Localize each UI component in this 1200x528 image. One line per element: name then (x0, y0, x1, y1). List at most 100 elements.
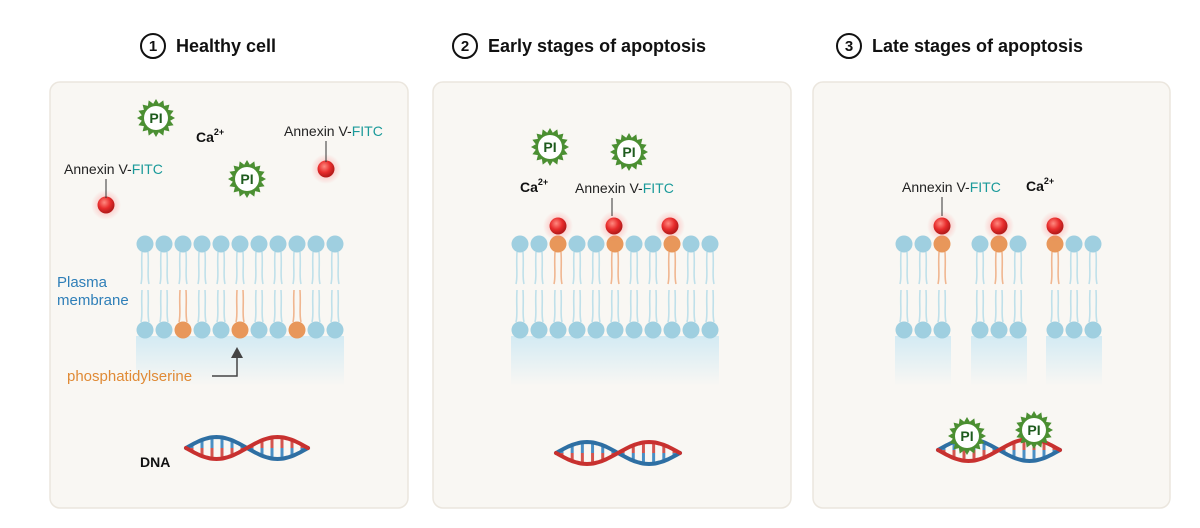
lipid-head (1084, 321, 1102, 339)
lipid-tail (273, 251, 276, 285)
panel-healthy (49, 81, 409, 509)
lipid-tail (197, 251, 200, 285)
cytoplasm-shade (511, 336, 719, 386)
pi-badge: PI (228, 160, 266, 198)
annexin-label: Annexin V-FITC (284, 123, 383, 139)
step-number: 1 (140, 33, 166, 59)
lipid-tail (261, 251, 264, 285)
annexin-bead (97, 196, 115, 214)
lipid-head (530, 321, 548, 339)
lipid-tail (906, 289, 909, 323)
lipid-tail (178, 251, 181, 285)
phosphatidylserine-head (231, 321, 249, 339)
lipid-tail (1013, 289, 1016, 323)
lipid-head (136, 235, 154, 253)
lipid-tail (522, 251, 525, 285)
lipid-head (1084, 235, 1102, 253)
lipid-head (1009, 235, 1027, 253)
lipid-tail (318, 251, 321, 285)
calcium-label: Ca2+ (196, 127, 224, 145)
lipid-head (644, 235, 662, 253)
cytoplasm-shade (136, 336, 344, 386)
lipid-head (701, 321, 719, 339)
lipid-tail (712, 251, 715, 285)
lipid-tail (1050, 289, 1053, 323)
panel-late (812, 81, 1171, 509)
lipid-tail (655, 251, 658, 285)
lipid-tail (705, 251, 708, 285)
lipid-tail (572, 289, 575, 323)
step-number: 2 (452, 33, 478, 59)
annexin-bead (605, 217, 623, 235)
lipid-tail (541, 251, 544, 285)
lipid-head (511, 235, 529, 253)
lipid-tail (235, 251, 238, 285)
lipid-head (307, 235, 325, 253)
lipid-head (1065, 235, 1083, 253)
dna-label: DNA (140, 454, 170, 470)
lipid-tail (1088, 251, 1091, 285)
lipid-tail (667, 251, 670, 285)
lipid-head (136, 321, 154, 339)
lipid-head (155, 235, 173, 253)
annexin-v-fitc (1040, 211, 1070, 241)
dna-helix (554, 439, 682, 467)
lipid-tail (1076, 289, 1079, 323)
lipid-tail (918, 289, 921, 323)
lipid-tail (944, 289, 947, 323)
lipid-head (895, 321, 913, 339)
annexin-label: Annexin V-FITC (64, 161, 163, 177)
annexin-bead (1046, 217, 1064, 235)
arrow-head (231, 347, 243, 358)
phosphatidylserine-label: phosphatidylserine (67, 368, 192, 385)
lipid-head (250, 321, 268, 339)
lipid-tail (1095, 251, 1098, 285)
lipid-tail (693, 289, 696, 323)
annexin-v-fitc (984, 211, 1014, 241)
lipid-tail (1057, 251, 1060, 285)
annexin-v-fitc (543, 211, 573, 241)
pi-badge-inner (235, 167, 259, 191)
lipid-tail (242, 289, 245, 323)
lipid-head (568, 235, 586, 253)
lipid-head (307, 321, 325, 339)
pointer-line (212, 356, 238, 377)
panel-title-text: Healthy cell (176, 35, 277, 56)
panel-title-text: Late stages of apoptosis (872, 35, 1084, 56)
lipid-tail (572, 251, 575, 285)
lipid-tail (636, 289, 639, 323)
lipid-tail (515, 289, 518, 323)
lipid-head (990, 321, 1008, 339)
lipid-tail (617, 251, 620, 285)
pi-label: PI (1027, 422, 1040, 438)
lipid-tail (937, 251, 940, 285)
annexin-bead (990, 217, 1008, 235)
lipid-tail (899, 289, 902, 323)
lipid-tail (242, 251, 245, 285)
lipid-head (288, 235, 306, 253)
lipid-tail (197, 289, 200, 323)
lipid-tail (1069, 251, 1072, 285)
lipid-tail (591, 251, 594, 285)
lipid-tail (560, 251, 563, 285)
lipid-tail (330, 289, 333, 323)
lipid-tail (515, 251, 518, 285)
lipid-tail (579, 289, 582, 323)
lipid-tail (204, 289, 207, 323)
lipid-tail (534, 289, 537, 323)
lipid-tail (330, 251, 333, 285)
lipid-head (568, 321, 586, 339)
phosphatidylserine-head (174, 321, 192, 339)
lipid-tail (318, 289, 321, 323)
lipid-head (193, 235, 211, 253)
lipid-head (682, 321, 700, 339)
lipid-tail (140, 289, 143, 323)
lipid-head (895, 235, 913, 253)
lipid-tail (292, 251, 295, 285)
lipid-tail (1050, 251, 1053, 285)
phosphatidylserine-head (288, 321, 306, 339)
annexin-label: Annexin V-FITC (575, 180, 674, 196)
lipid-tail (598, 289, 601, 323)
lipid-head (587, 235, 605, 253)
lipid-tail (906, 251, 909, 285)
